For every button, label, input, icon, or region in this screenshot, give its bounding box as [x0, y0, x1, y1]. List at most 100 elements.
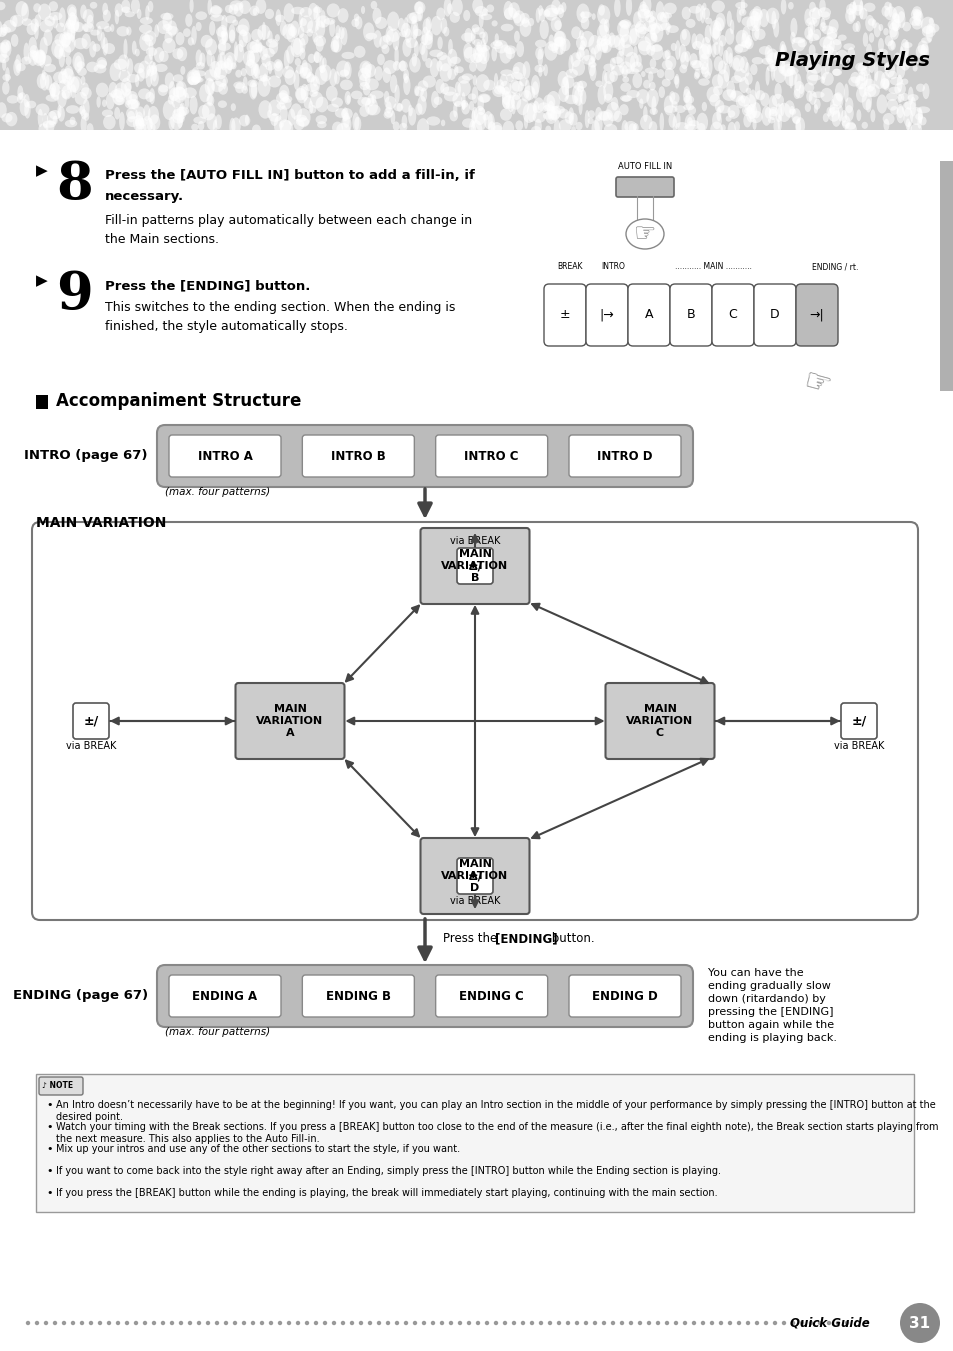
Ellipse shape — [299, 68, 311, 78]
Ellipse shape — [664, 50, 670, 59]
Ellipse shape — [61, 91, 70, 99]
Circle shape — [385, 1321, 390, 1325]
Ellipse shape — [559, 38, 570, 51]
Ellipse shape — [341, 115, 351, 134]
Ellipse shape — [919, 116, 925, 126]
Ellipse shape — [46, 95, 59, 101]
Ellipse shape — [213, 120, 217, 136]
Ellipse shape — [911, 7, 921, 18]
Ellipse shape — [679, 51, 688, 69]
FancyBboxPatch shape — [32, 521, 917, 920]
Ellipse shape — [560, 3, 566, 12]
Ellipse shape — [251, 82, 256, 99]
Ellipse shape — [902, 42, 911, 49]
Ellipse shape — [340, 108, 353, 120]
Ellipse shape — [299, 62, 312, 78]
Ellipse shape — [893, 53, 901, 65]
Ellipse shape — [299, 47, 305, 59]
Ellipse shape — [103, 43, 115, 54]
Ellipse shape — [741, 26, 750, 45]
Ellipse shape — [863, 78, 874, 92]
Ellipse shape — [332, 122, 343, 134]
Ellipse shape — [716, 107, 720, 122]
Ellipse shape — [641, 0, 651, 15]
Ellipse shape — [718, 61, 726, 74]
Ellipse shape — [335, 32, 339, 39]
Ellipse shape — [877, 38, 883, 53]
Ellipse shape — [195, 11, 207, 20]
Ellipse shape — [471, 109, 476, 128]
Ellipse shape — [521, 18, 529, 27]
Ellipse shape — [306, 72, 314, 84]
Ellipse shape — [70, 116, 75, 126]
Ellipse shape — [668, 113, 676, 128]
Ellipse shape — [700, 36, 710, 55]
Ellipse shape — [242, 76, 248, 91]
Ellipse shape — [603, 63, 614, 72]
Ellipse shape — [66, 55, 71, 66]
FancyBboxPatch shape — [616, 177, 673, 197]
Ellipse shape — [579, 11, 591, 18]
Ellipse shape — [920, 43, 924, 59]
Ellipse shape — [150, 65, 157, 74]
Ellipse shape — [45, 74, 52, 91]
Ellipse shape — [299, 18, 307, 26]
Ellipse shape — [646, 89, 659, 108]
Ellipse shape — [649, 108, 658, 115]
Ellipse shape — [452, 93, 461, 107]
Ellipse shape — [257, 76, 271, 81]
Ellipse shape — [51, 81, 59, 100]
FancyBboxPatch shape — [302, 975, 414, 1017]
Ellipse shape — [12, 16, 17, 27]
Ellipse shape — [54, 45, 63, 59]
Ellipse shape — [679, 45, 686, 62]
Ellipse shape — [788, 108, 796, 115]
Ellipse shape — [384, 107, 394, 118]
Ellipse shape — [344, 61, 352, 80]
Circle shape — [557, 1321, 560, 1325]
Ellipse shape — [580, 11, 584, 19]
Ellipse shape — [81, 82, 89, 96]
Ellipse shape — [738, 8, 745, 16]
Ellipse shape — [24, 43, 30, 62]
Ellipse shape — [649, 23, 662, 42]
Ellipse shape — [821, 113, 828, 122]
Ellipse shape — [290, 38, 303, 58]
Ellipse shape — [69, 12, 76, 26]
Text: B: B — [686, 308, 695, 322]
Ellipse shape — [486, 4, 494, 12]
Circle shape — [259, 1321, 264, 1325]
Ellipse shape — [405, 38, 417, 49]
Ellipse shape — [470, 53, 481, 63]
Ellipse shape — [523, 85, 535, 100]
Text: button.: button. — [547, 932, 594, 944]
Ellipse shape — [578, 81, 583, 97]
Ellipse shape — [114, 82, 128, 99]
Circle shape — [619, 1321, 623, 1325]
Ellipse shape — [343, 112, 350, 128]
Ellipse shape — [701, 101, 706, 111]
Ellipse shape — [741, 104, 752, 116]
Ellipse shape — [535, 47, 543, 59]
Ellipse shape — [134, 62, 144, 73]
Ellipse shape — [511, 72, 522, 80]
Ellipse shape — [664, 55, 676, 70]
Ellipse shape — [625, 0, 632, 16]
Ellipse shape — [794, 73, 801, 92]
Ellipse shape — [103, 115, 115, 130]
Ellipse shape — [30, 51, 40, 61]
Ellipse shape — [713, 42, 720, 55]
Ellipse shape — [146, 69, 152, 88]
Ellipse shape — [883, 35, 892, 46]
Ellipse shape — [238, 115, 250, 127]
Ellipse shape — [824, 58, 829, 74]
Ellipse shape — [876, 95, 886, 113]
Ellipse shape — [191, 124, 198, 131]
Ellipse shape — [670, 43, 676, 51]
Circle shape — [350, 1321, 354, 1325]
Ellipse shape — [499, 108, 512, 120]
Ellipse shape — [683, 124, 697, 131]
Ellipse shape — [96, 82, 109, 97]
Circle shape — [601, 1321, 605, 1325]
Ellipse shape — [910, 8, 921, 20]
